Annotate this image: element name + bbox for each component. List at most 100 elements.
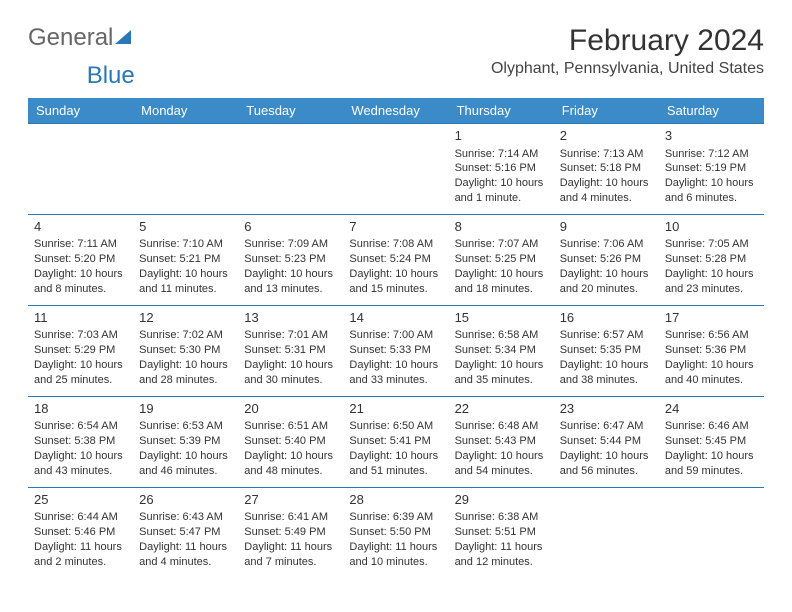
cell-sunrise: Sunrise: 7:08 AM — [349, 237, 442, 252]
cell-daylight1: Daylight: 11 hours — [34, 540, 127, 555]
cell-sunrise: Sunrise: 6:38 AM — [455, 510, 548, 525]
cell-daylight1: Daylight: 10 hours — [665, 358, 758, 373]
day-number: 14 — [349, 309, 442, 327]
cell-daylight2: and 11 minutes. — [139, 282, 232, 297]
cell-daylight2: and 4 minutes. — [139, 555, 232, 570]
day-number: 9 — [560, 218, 653, 236]
cell-sunset: Sunset: 5:31 PM — [244, 343, 337, 358]
calendar-cell-empty — [238, 124, 343, 215]
cell-daylight1: Daylight: 10 hours — [560, 176, 653, 191]
day-number: 2 — [560, 127, 653, 145]
cell-daylight2: and 6 minutes. — [665, 191, 758, 206]
calendar-cell: 8Sunrise: 7:07 AMSunset: 5:25 PMDaylight… — [449, 214, 554, 305]
calendar-cell-empty — [133, 124, 238, 215]
cell-daylight1: Daylight: 10 hours — [560, 358, 653, 373]
cell-sunrise: Sunrise: 6:44 AM — [34, 510, 127, 525]
cell-sunset: Sunset: 5:18 PM — [560, 161, 653, 176]
cell-daylight1: Daylight: 10 hours — [244, 267, 337, 282]
cell-sunrise: Sunrise: 7:07 AM — [455, 237, 548, 252]
cell-daylight1: Daylight: 11 hours — [139, 540, 232, 555]
cell-daylight2: and 38 minutes. — [560, 373, 653, 388]
day-number: 20 — [244, 400, 337, 418]
calendar-cell: 22Sunrise: 6:48 AMSunset: 5:43 PMDayligh… — [449, 396, 554, 487]
cell-sunrise: Sunrise: 6:51 AM — [244, 419, 337, 434]
cell-daylight1: Daylight: 10 hours — [34, 449, 127, 464]
calendar-cell: 6Sunrise: 7:09 AMSunset: 5:23 PMDaylight… — [238, 214, 343, 305]
logo-text-blue: Blue — [87, 62, 135, 90]
cell-daylight2: and 18 minutes. — [455, 282, 548, 297]
cell-daylight1: Daylight: 10 hours — [455, 358, 548, 373]
day-header: Sunday — [28, 98, 133, 124]
cell-sunset: Sunset: 5:25 PM — [455, 252, 548, 267]
day-number: 27 — [244, 491, 337, 509]
logo: General — [28, 24, 133, 52]
cell-sunrise: Sunrise: 7:14 AM — [455, 147, 548, 162]
cell-sunset: Sunset: 5:19 PM — [665, 161, 758, 176]
calendar-cell: 12Sunrise: 7:02 AMSunset: 5:30 PMDayligh… — [133, 305, 238, 396]
calendar-cell: 9Sunrise: 7:06 AMSunset: 5:26 PMDaylight… — [554, 214, 659, 305]
cell-daylight1: Daylight: 10 hours — [455, 449, 548, 464]
calendar-cell: 7Sunrise: 7:08 AMSunset: 5:24 PMDaylight… — [343, 214, 448, 305]
day-header: Monday — [133, 98, 238, 124]
calendar-cell-empty — [554, 487, 659, 577]
cell-sunrise: Sunrise: 7:02 AM — [139, 328, 232, 343]
calendar-row: 18Sunrise: 6:54 AMSunset: 5:38 PMDayligh… — [28, 396, 764, 487]
day-number: 21 — [349, 400, 442, 418]
title-block: February 2024 Olyphant, Pennsylvania, Un… — [491, 24, 764, 78]
cell-daylight1: Daylight: 10 hours — [665, 267, 758, 282]
page-location: Olyphant, Pennsylvania, United States — [491, 60, 764, 78]
cell-sunset: Sunset: 5:45 PM — [665, 434, 758, 449]
cell-sunset: Sunset: 5:50 PM — [349, 525, 442, 540]
cell-sunset: Sunset: 5:40 PM — [244, 434, 337, 449]
cell-sunset: Sunset: 5:49 PM — [244, 525, 337, 540]
cell-sunrise: Sunrise: 6:41 AM — [244, 510, 337, 525]
cell-sunset: Sunset: 5:44 PM — [560, 434, 653, 449]
day-number: 29 — [455, 491, 548, 509]
day-number: 16 — [560, 309, 653, 327]
cell-daylight2: and 10 minutes. — [349, 555, 442, 570]
cell-daylight1: Daylight: 11 hours — [455, 540, 548, 555]
day-number: 7 — [349, 218, 442, 236]
cell-sunrise: Sunrise: 6:46 AM — [665, 419, 758, 434]
cell-daylight1: Daylight: 10 hours — [349, 358, 442, 373]
day-number: 24 — [665, 400, 758, 418]
day-number: 23 — [560, 400, 653, 418]
cell-sunrise: Sunrise: 6:57 AM — [560, 328, 653, 343]
calendar-cell: 13Sunrise: 7:01 AMSunset: 5:31 PMDayligh… — [238, 305, 343, 396]
calendar-cell: 14Sunrise: 7:00 AMSunset: 5:33 PMDayligh… — [343, 305, 448, 396]
cell-sunset: Sunset: 5:43 PM — [455, 434, 548, 449]
day-number: 4 — [34, 218, 127, 236]
day-number: 8 — [455, 218, 548, 236]
day-number: 5 — [139, 218, 232, 236]
day-number: 12 — [139, 309, 232, 327]
day-header: Thursday — [449, 98, 554, 124]
calendar-cell: 18Sunrise: 6:54 AMSunset: 5:38 PMDayligh… — [28, 396, 133, 487]
calendar-cell: 25Sunrise: 6:44 AMSunset: 5:46 PMDayligh… — [28, 487, 133, 577]
calendar-cell-empty — [659, 487, 764, 577]
cell-sunset: Sunset: 5:41 PM — [349, 434, 442, 449]
cell-daylight1: Daylight: 10 hours — [560, 449, 653, 464]
cell-daylight1: Daylight: 11 hours — [349, 540, 442, 555]
cell-daylight1: Daylight: 10 hours — [455, 176, 548, 191]
cell-daylight2: and 33 minutes. — [349, 373, 442, 388]
cell-daylight2: and 15 minutes. — [349, 282, 442, 297]
day-header: Wednesday — [343, 98, 448, 124]
cell-sunset: Sunset: 5:24 PM — [349, 252, 442, 267]
cell-daylight1: Daylight: 11 hours — [244, 540, 337, 555]
calendar-cell: 15Sunrise: 6:58 AMSunset: 5:34 PMDayligh… — [449, 305, 554, 396]
cell-daylight1: Daylight: 10 hours — [34, 358, 127, 373]
cell-sunrise: Sunrise: 6:47 AM — [560, 419, 653, 434]
cell-sunrise: Sunrise: 6:39 AM — [349, 510, 442, 525]
cell-sunset: Sunset: 5:30 PM — [139, 343, 232, 358]
day-number: 15 — [455, 309, 548, 327]
cell-daylight1: Daylight: 10 hours — [34, 267, 127, 282]
cell-sunset: Sunset: 5:26 PM — [560, 252, 653, 267]
cell-daylight2: and 30 minutes. — [244, 373, 337, 388]
calendar-cell: 16Sunrise: 6:57 AMSunset: 5:35 PMDayligh… — [554, 305, 659, 396]
calendar-table: SundayMondayTuesdayWednesdayThursdayFrid… — [28, 98, 764, 578]
cell-daylight2: and 46 minutes. — [139, 464, 232, 479]
cell-sunset: Sunset: 5:23 PM — [244, 252, 337, 267]
cell-sunrise: Sunrise: 6:58 AM — [455, 328, 548, 343]
day-number: 22 — [455, 400, 548, 418]
day-number: 26 — [139, 491, 232, 509]
